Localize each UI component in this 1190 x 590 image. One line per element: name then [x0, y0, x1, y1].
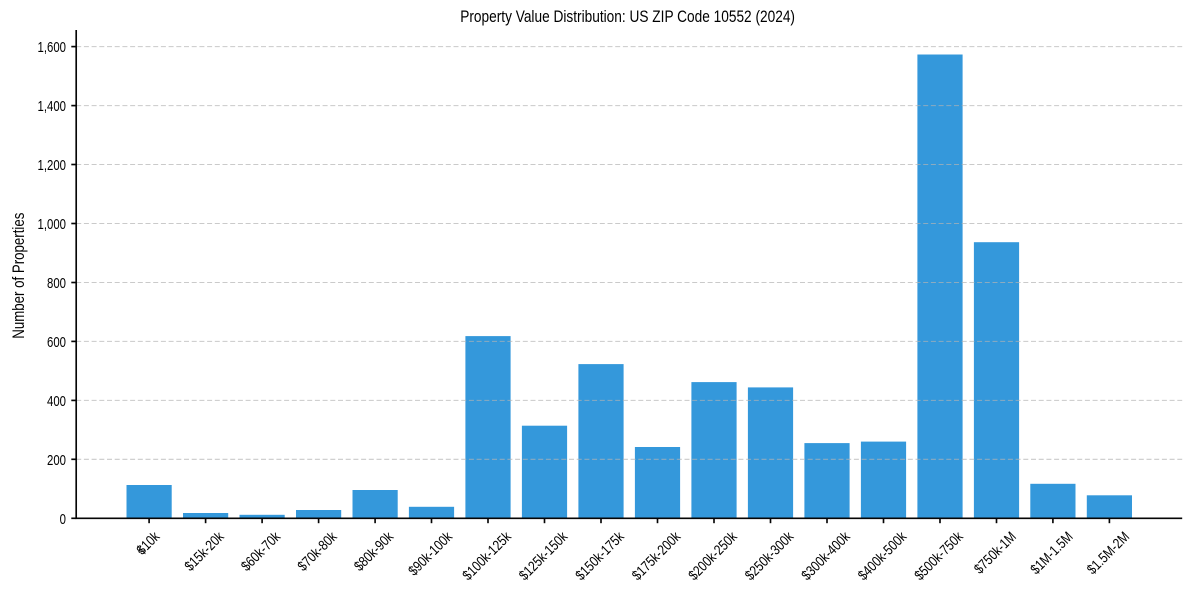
svg-text:$300k-400k: $300k-400k [798, 528, 853, 583]
svg-text:1,200: 1,200 [38, 157, 66, 174]
svg-text:$90k-100k: $90k-100k [405, 528, 456, 579]
svg-text:$250k-300k: $250k-300k [741, 528, 796, 583]
svg-text:400: 400 [47, 393, 66, 410]
svg-text:$70k-80k: $70k-80k [294, 528, 340, 574]
svg-text:$80k-90k: $80k-90k [351, 528, 397, 574]
svg-text:200: 200 [47, 452, 66, 469]
svg-text:$60k-70k: $60k-70k [238, 528, 284, 574]
svg-text:$15k-20k: $15k-20k [181, 528, 227, 574]
svg-text:$400k-500k: $400k-500k [854, 528, 909, 583]
svg-text:<$10k: <$10k [133, 528, 163, 558]
svg-text:800: 800 [47, 275, 66, 292]
svg-text:Number of Properties: Number of Properties [11, 213, 28, 339]
svg-text:$175k-200k: $175k-200k [628, 528, 683, 583]
svg-text:600: 600 [47, 334, 66, 351]
svg-text:Property Value Distribution: U: Property Value Distribution: US ZIP Code… [460, 8, 795, 26]
svg-text:$150k-175k: $150k-175k [572, 528, 627, 583]
svg-text:1,000: 1,000 [38, 216, 66, 233]
svg-text:1,600: 1,600 [38, 39, 66, 56]
svg-text:$750k-1M: $750k-1M [971, 528, 1020, 577]
svg-text:$125k-150k: $125k-150k [515, 528, 570, 583]
svg-text:$200k-250k: $200k-250k [685, 528, 740, 583]
svg-text:$1M-1.5M: $1M-1.5M [1027, 528, 1076, 577]
svg-text:$100k-125k: $100k-125k [459, 528, 514, 583]
svg-text:0: 0 [60, 511, 66, 528]
svg-text:$1.5M-2M: $1.5M-2M [1083, 528, 1132, 577]
svg-text:1,400: 1,400 [38, 98, 66, 115]
svg-text:$500k-750k: $500k-750k [911, 528, 966, 583]
